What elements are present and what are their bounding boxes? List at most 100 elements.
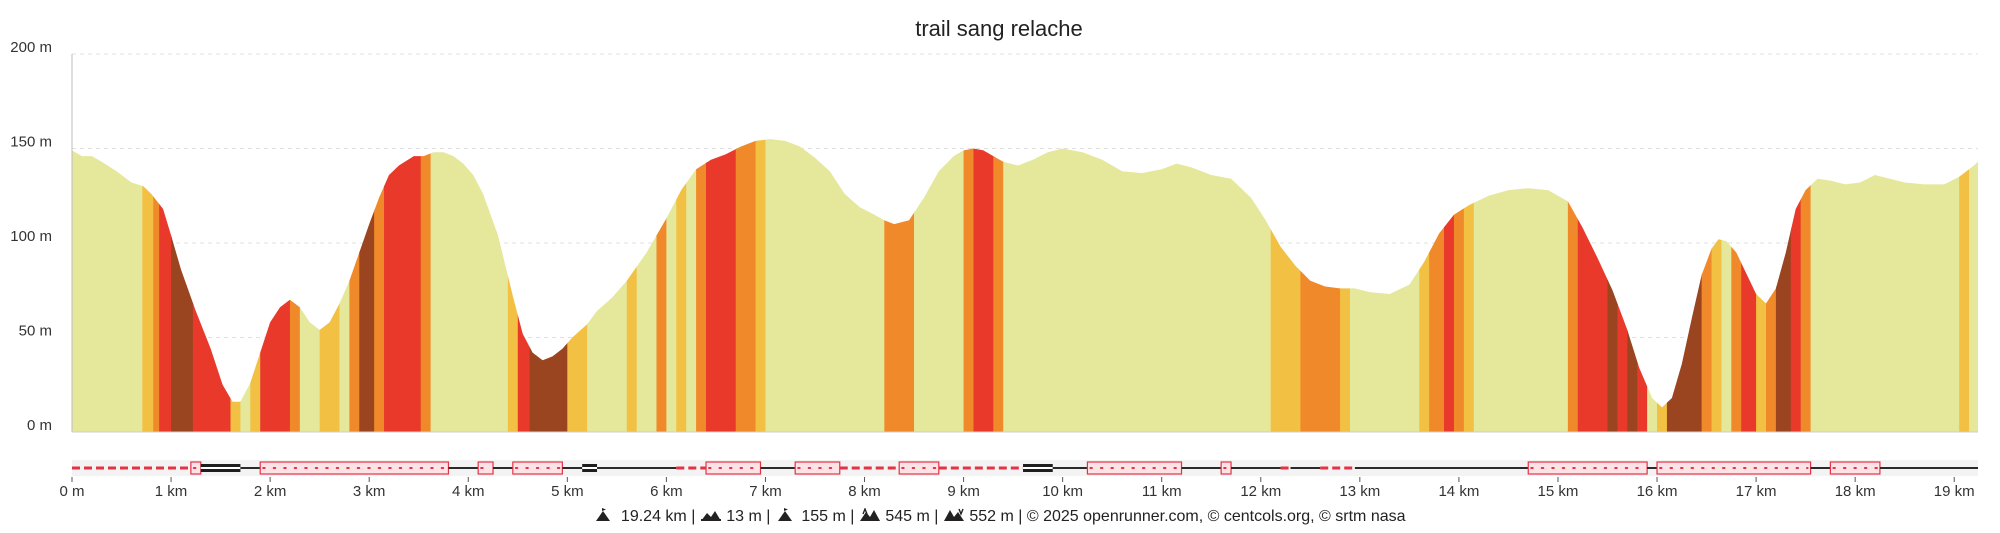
distance-value: 19.24 km xyxy=(620,508,687,525)
min-altitude-icon xyxy=(700,508,722,522)
surface-segment-dotted xyxy=(1829,461,1881,475)
slope-band-steep xyxy=(973,139,994,432)
surface-segment-dotted xyxy=(512,461,563,475)
surface-segment-paved xyxy=(200,464,241,472)
credits-text: © 2025 openrunner.com, © centcols.org, ©… xyxy=(1026,508,1406,525)
max-altitude-icon xyxy=(775,508,797,522)
slope-band-gentle xyxy=(1270,139,1301,432)
slope-band-gentle xyxy=(1657,139,1668,432)
slope-band-gentle xyxy=(1419,139,1430,432)
elevation-loss-icon xyxy=(943,508,965,522)
y-tick-labels: 0 m 50 m 100 m 150 m 200 m xyxy=(10,39,52,434)
slope-band-steep xyxy=(1637,139,1648,432)
slope-band-flat xyxy=(72,139,143,432)
y-tick-label: 100 m xyxy=(10,228,52,245)
slope-band-gentle xyxy=(676,139,687,432)
slope-band-flat xyxy=(686,139,697,432)
slope-band-steep xyxy=(1741,139,1757,432)
slope-band-flat xyxy=(765,139,885,432)
x-tick-label: 2 km xyxy=(254,483,287,500)
x-tick-label: 13 km xyxy=(1339,483,1380,500)
slope-band-moderate xyxy=(153,139,160,432)
slope-band-moderate xyxy=(1429,139,1445,432)
surface-segment-dotted xyxy=(477,461,494,475)
x-tick-label: 16 km xyxy=(1637,483,1678,500)
x-tick-label: 4 km xyxy=(452,483,485,500)
slope-band-moderate xyxy=(1453,139,1465,432)
x-tick-label: 14 km xyxy=(1438,483,1479,500)
x-tick-label: 12 km xyxy=(1240,483,1281,500)
separator: | xyxy=(766,508,771,525)
slope-band-gentle xyxy=(250,139,261,432)
slope-band-moderate xyxy=(349,139,360,432)
x-tick-label: 0 m xyxy=(59,483,84,500)
slope-band-gentle xyxy=(507,139,519,432)
slope-band-very_steep xyxy=(1666,139,1703,432)
surface-segment-dotted xyxy=(190,461,202,475)
elevation-loss-value: 552 m xyxy=(969,508,1014,525)
slope-band-gentle xyxy=(230,139,242,432)
x-tick-label: 3 km xyxy=(353,483,386,500)
x-tick-label: 18 km xyxy=(1835,483,1876,500)
axes xyxy=(71,54,1978,433)
slope-band-steep xyxy=(706,139,737,432)
slope-band-moderate xyxy=(884,139,915,432)
slope-band-flat xyxy=(1969,139,1978,432)
slope-band-very_steep xyxy=(1627,139,1638,432)
y-tick-label: 0 m xyxy=(27,417,52,434)
surface-segment-dotted xyxy=(1086,461,1183,475)
x-tick-label: 5 km xyxy=(551,483,584,500)
slope-band-steep xyxy=(517,139,531,432)
surface-segment-dotted xyxy=(705,461,762,475)
slope-band-gentle xyxy=(1959,139,1970,432)
surface-segment-dotted xyxy=(259,461,450,475)
chart-title: trail sang relache xyxy=(915,16,1083,41)
slope-band-flat xyxy=(666,139,677,432)
slope-band-gentle xyxy=(1756,139,1767,432)
surface-segment-dotted xyxy=(1220,461,1232,475)
slope-band-steep xyxy=(1790,139,1802,432)
slope-band-very_steep xyxy=(359,139,375,432)
slope-band-gentle xyxy=(567,139,588,432)
slope-band-very_steep xyxy=(1775,139,1792,432)
slope-band-steep xyxy=(159,139,172,432)
slope-band-flat xyxy=(1349,139,1420,432)
slope-band-moderate xyxy=(1300,139,1341,432)
slope-band-very_steep xyxy=(529,139,568,432)
slope-band-moderate xyxy=(963,139,975,432)
slope-band-gentle xyxy=(1463,139,1475,432)
slope-band-gentle xyxy=(1340,139,1351,432)
slope-band-flat xyxy=(430,139,509,432)
x-tick-label: 9 km xyxy=(947,483,980,500)
x-tick-label: 6 km xyxy=(650,483,683,500)
surface-segment-paved xyxy=(582,464,598,472)
slope-band-steep xyxy=(384,139,422,432)
x-tick-labels: 0 m 1 km 2 km 3 km 4 km 5 km 6 km 7 km 8 km 9 km 1… xyxy=(59,477,1975,500)
profile-stats-footer: 19.24 km | 13 m | 155 m | 545 m | 552 m … xyxy=(0,507,2000,526)
separator: | xyxy=(850,508,855,525)
slope-band-moderate xyxy=(735,139,757,432)
max-altitude-value: 155 m xyxy=(801,508,846,525)
separator: | xyxy=(934,508,939,525)
slope-band-gentle xyxy=(319,139,341,432)
distance-icon xyxy=(594,508,616,522)
y-tick-label: 150 m xyxy=(10,134,52,151)
surface-strip xyxy=(72,460,1978,476)
surface-segment-dotted xyxy=(794,461,841,475)
surface-segment-paved xyxy=(1023,464,1053,472)
slope-band-moderate xyxy=(420,139,432,432)
x-tick-label: 10 km xyxy=(1042,483,1083,500)
slope-band-gentle xyxy=(142,139,154,432)
slope-band-steep xyxy=(260,139,291,432)
slope-band-moderate xyxy=(1766,139,1777,432)
x-tick-label: 7 km xyxy=(749,483,782,500)
slope-band-moderate xyxy=(1800,139,1812,432)
x-tick-label: 15 km xyxy=(1538,483,1579,500)
slope-band-steep xyxy=(1617,139,1628,432)
slope-band-gentle xyxy=(1711,139,1723,432)
slope-bands xyxy=(72,139,1978,432)
slope-band-flat xyxy=(587,139,628,432)
slope-band-very_steep xyxy=(1607,139,1619,432)
separator: | xyxy=(1018,508,1023,525)
